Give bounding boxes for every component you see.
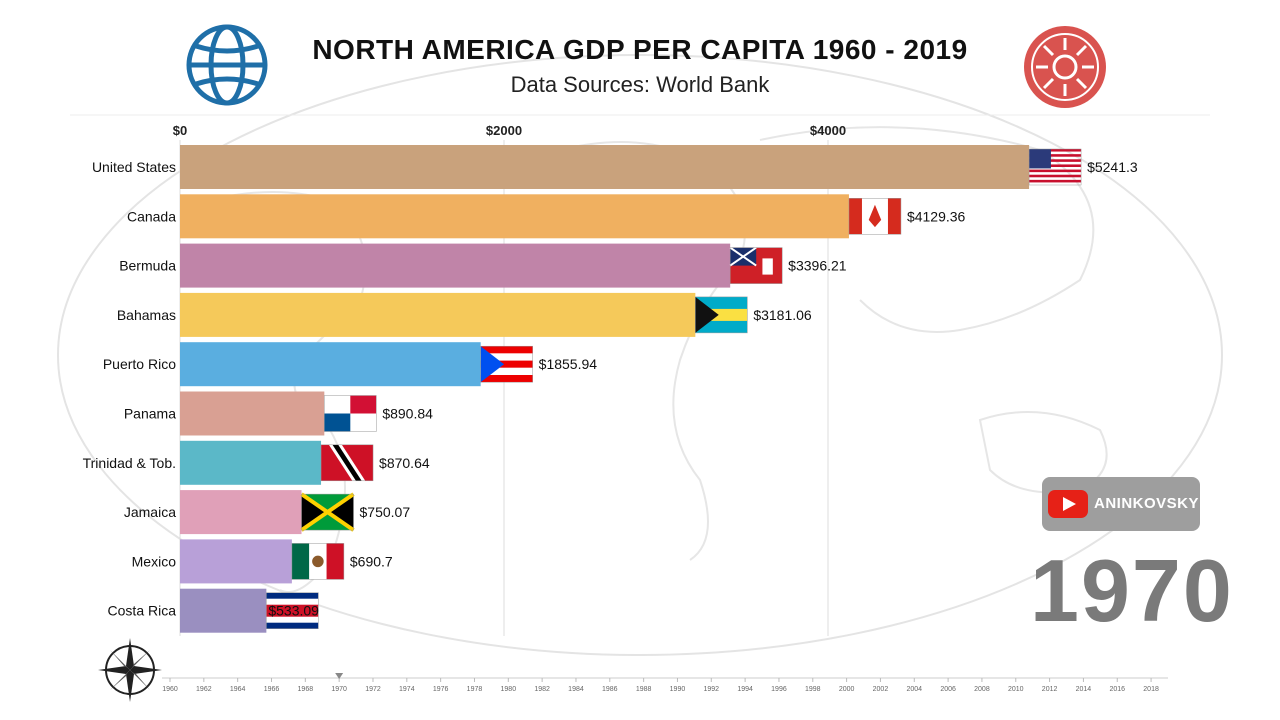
bar-row: United States $5241.3 bbox=[92, 145, 1138, 189]
category-label: Bermuda bbox=[119, 258, 176, 274]
bar-row: Canada $4129.36 bbox=[127, 194, 966, 238]
timeline-label: 1976 bbox=[433, 686, 449, 693]
usa-flag-icon bbox=[1029, 149, 1081, 185]
timeline-label: 1984 bbox=[568, 686, 584, 693]
timeline-label: 1964 bbox=[230, 686, 246, 693]
jamaica-flag-icon bbox=[302, 494, 354, 530]
bar-row: Panama $890.84 bbox=[124, 392, 433, 436]
trinidad-flag-icon bbox=[321, 445, 373, 481]
timeline-label: 2006 bbox=[940, 686, 956, 693]
timeline-label: 2004 bbox=[906, 686, 922, 693]
bar bbox=[180, 589, 266, 633]
category-label: Jamaica bbox=[124, 504, 176, 520]
youtube-icon bbox=[1048, 490, 1088, 518]
value-label: $870.64 bbox=[379, 455, 430, 471]
category-label: Bahamas bbox=[117, 307, 176, 323]
puerto-rico-flag-icon bbox=[481, 346, 533, 382]
canada-flag-icon bbox=[849, 198, 901, 234]
timeline-label: 1980 bbox=[501, 686, 517, 693]
bar bbox=[180, 539, 292, 583]
value-label: $5241.3 bbox=[1087, 159, 1138, 175]
bar-row: Mexico $690.7 bbox=[132, 539, 393, 583]
bar bbox=[180, 441, 321, 485]
timeline-label: 1966 bbox=[264, 686, 280, 693]
bar bbox=[180, 342, 481, 386]
category-label: Puerto Rico bbox=[103, 356, 176, 372]
bar-row: Jamaica $750.07 bbox=[124, 490, 410, 534]
bar-row: Bermuda $3396.21 bbox=[119, 244, 847, 288]
x-tick-label: $2000 bbox=[486, 123, 522, 138]
value-label: $4129.36 bbox=[907, 208, 966, 224]
bar bbox=[180, 194, 849, 238]
timeline-label: 1992 bbox=[703, 686, 719, 693]
timeline-label: 2018 bbox=[1143, 686, 1159, 693]
bar-row: Puerto Rico $1855.94 bbox=[103, 342, 597, 386]
timeline-label: 2014 bbox=[1076, 686, 1092, 693]
bermuda-flag-icon bbox=[730, 248, 782, 284]
timeline-label: 2010 bbox=[1008, 686, 1024, 693]
x-tick-label: $0 bbox=[173, 123, 187, 138]
value-label: $750.07 bbox=[360, 504, 411, 520]
value-label: $533.09 bbox=[268, 603, 319, 619]
timeline-label: 2012 bbox=[1042, 686, 1058, 693]
current-year: 1970 bbox=[1030, 540, 1234, 642]
timeline-label: 1960 bbox=[162, 686, 178, 693]
category-label: Panama bbox=[124, 406, 176, 422]
category-label: United States bbox=[92, 159, 176, 175]
bar-row: Costa Rica $533.09 bbox=[108, 589, 320, 633]
timeline-label: 1970 bbox=[331, 686, 347, 693]
timeline-label: 1988 bbox=[636, 686, 652, 693]
x-tick-label: $4000 bbox=[810, 123, 846, 138]
channel-name: ANINKOVSKY bbox=[1094, 495, 1199, 512]
bar bbox=[180, 145, 1029, 189]
timeline-label: 1968 bbox=[298, 686, 314, 693]
youtube-channel-badge[interactable]: ANINKOVSKY bbox=[1042, 477, 1200, 531]
timeline-label: 1986 bbox=[602, 686, 618, 693]
value-label: $890.84 bbox=[382, 406, 433, 422]
bar-row: Bahamas $3181.06 bbox=[117, 293, 812, 337]
category-label: Trinidad & Tob. bbox=[83, 455, 176, 471]
bar bbox=[180, 392, 324, 436]
timeline-label: 1974 bbox=[399, 686, 415, 693]
timeline-label: 1990 bbox=[670, 686, 686, 693]
timeline-label: 1996 bbox=[771, 686, 787, 693]
value-label: $3181.06 bbox=[753, 307, 812, 323]
timeline-label: 1982 bbox=[534, 686, 550, 693]
bar bbox=[180, 244, 730, 288]
value-label: $3396.21 bbox=[788, 258, 847, 274]
value-label: $690.7 bbox=[350, 553, 393, 569]
timeline-label: 1962 bbox=[196, 686, 212, 693]
category-label: Mexico bbox=[132, 553, 177, 569]
timeline-label: 2008 bbox=[974, 686, 990, 693]
bahamas-flag-icon bbox=[695, 297, 747, 333]
timeline-label: 1994 bbox=[737, 686, 753, 693]
bar-row: Trinidad & Tob. $870.64 bbox=[83, 441, 430, 485]
timeline-label: 2000 bbox=[839, 686, 855, 693]
mexico-flag-icon bbox=[292, 543, 344, 579]
timeline-label: 2016 bbox=[1109, 686, 1125, 693]
category-label: Canada bbox=[127, 208, 176, 224]
timeline-label: 1998 bbox=[805, 686, 821, 693]
timeline-label: 2002 bbox=[873, 686, 889, 693]
timeline-label: 1978 bbox=[467, 686, 483, 693]
timeline-label: 1972 bbox=[365, 686, 381, 693]
category-label: Costa Rica bbox=[108, 603, 177, 619]
bar bbox=[180, 293, 695, 337]
value-label: $1855.94 bbox=[539, 356, 598, 372]
chart-stage: NORTH AMERICA GDP PER CAPITA 1960 - 2019… bbox=[0, 0, 1280, 720]
bar bbox=[180, 490, 302, 534]
panama-flag-icon bbox=[324, 396, 376, 432]
